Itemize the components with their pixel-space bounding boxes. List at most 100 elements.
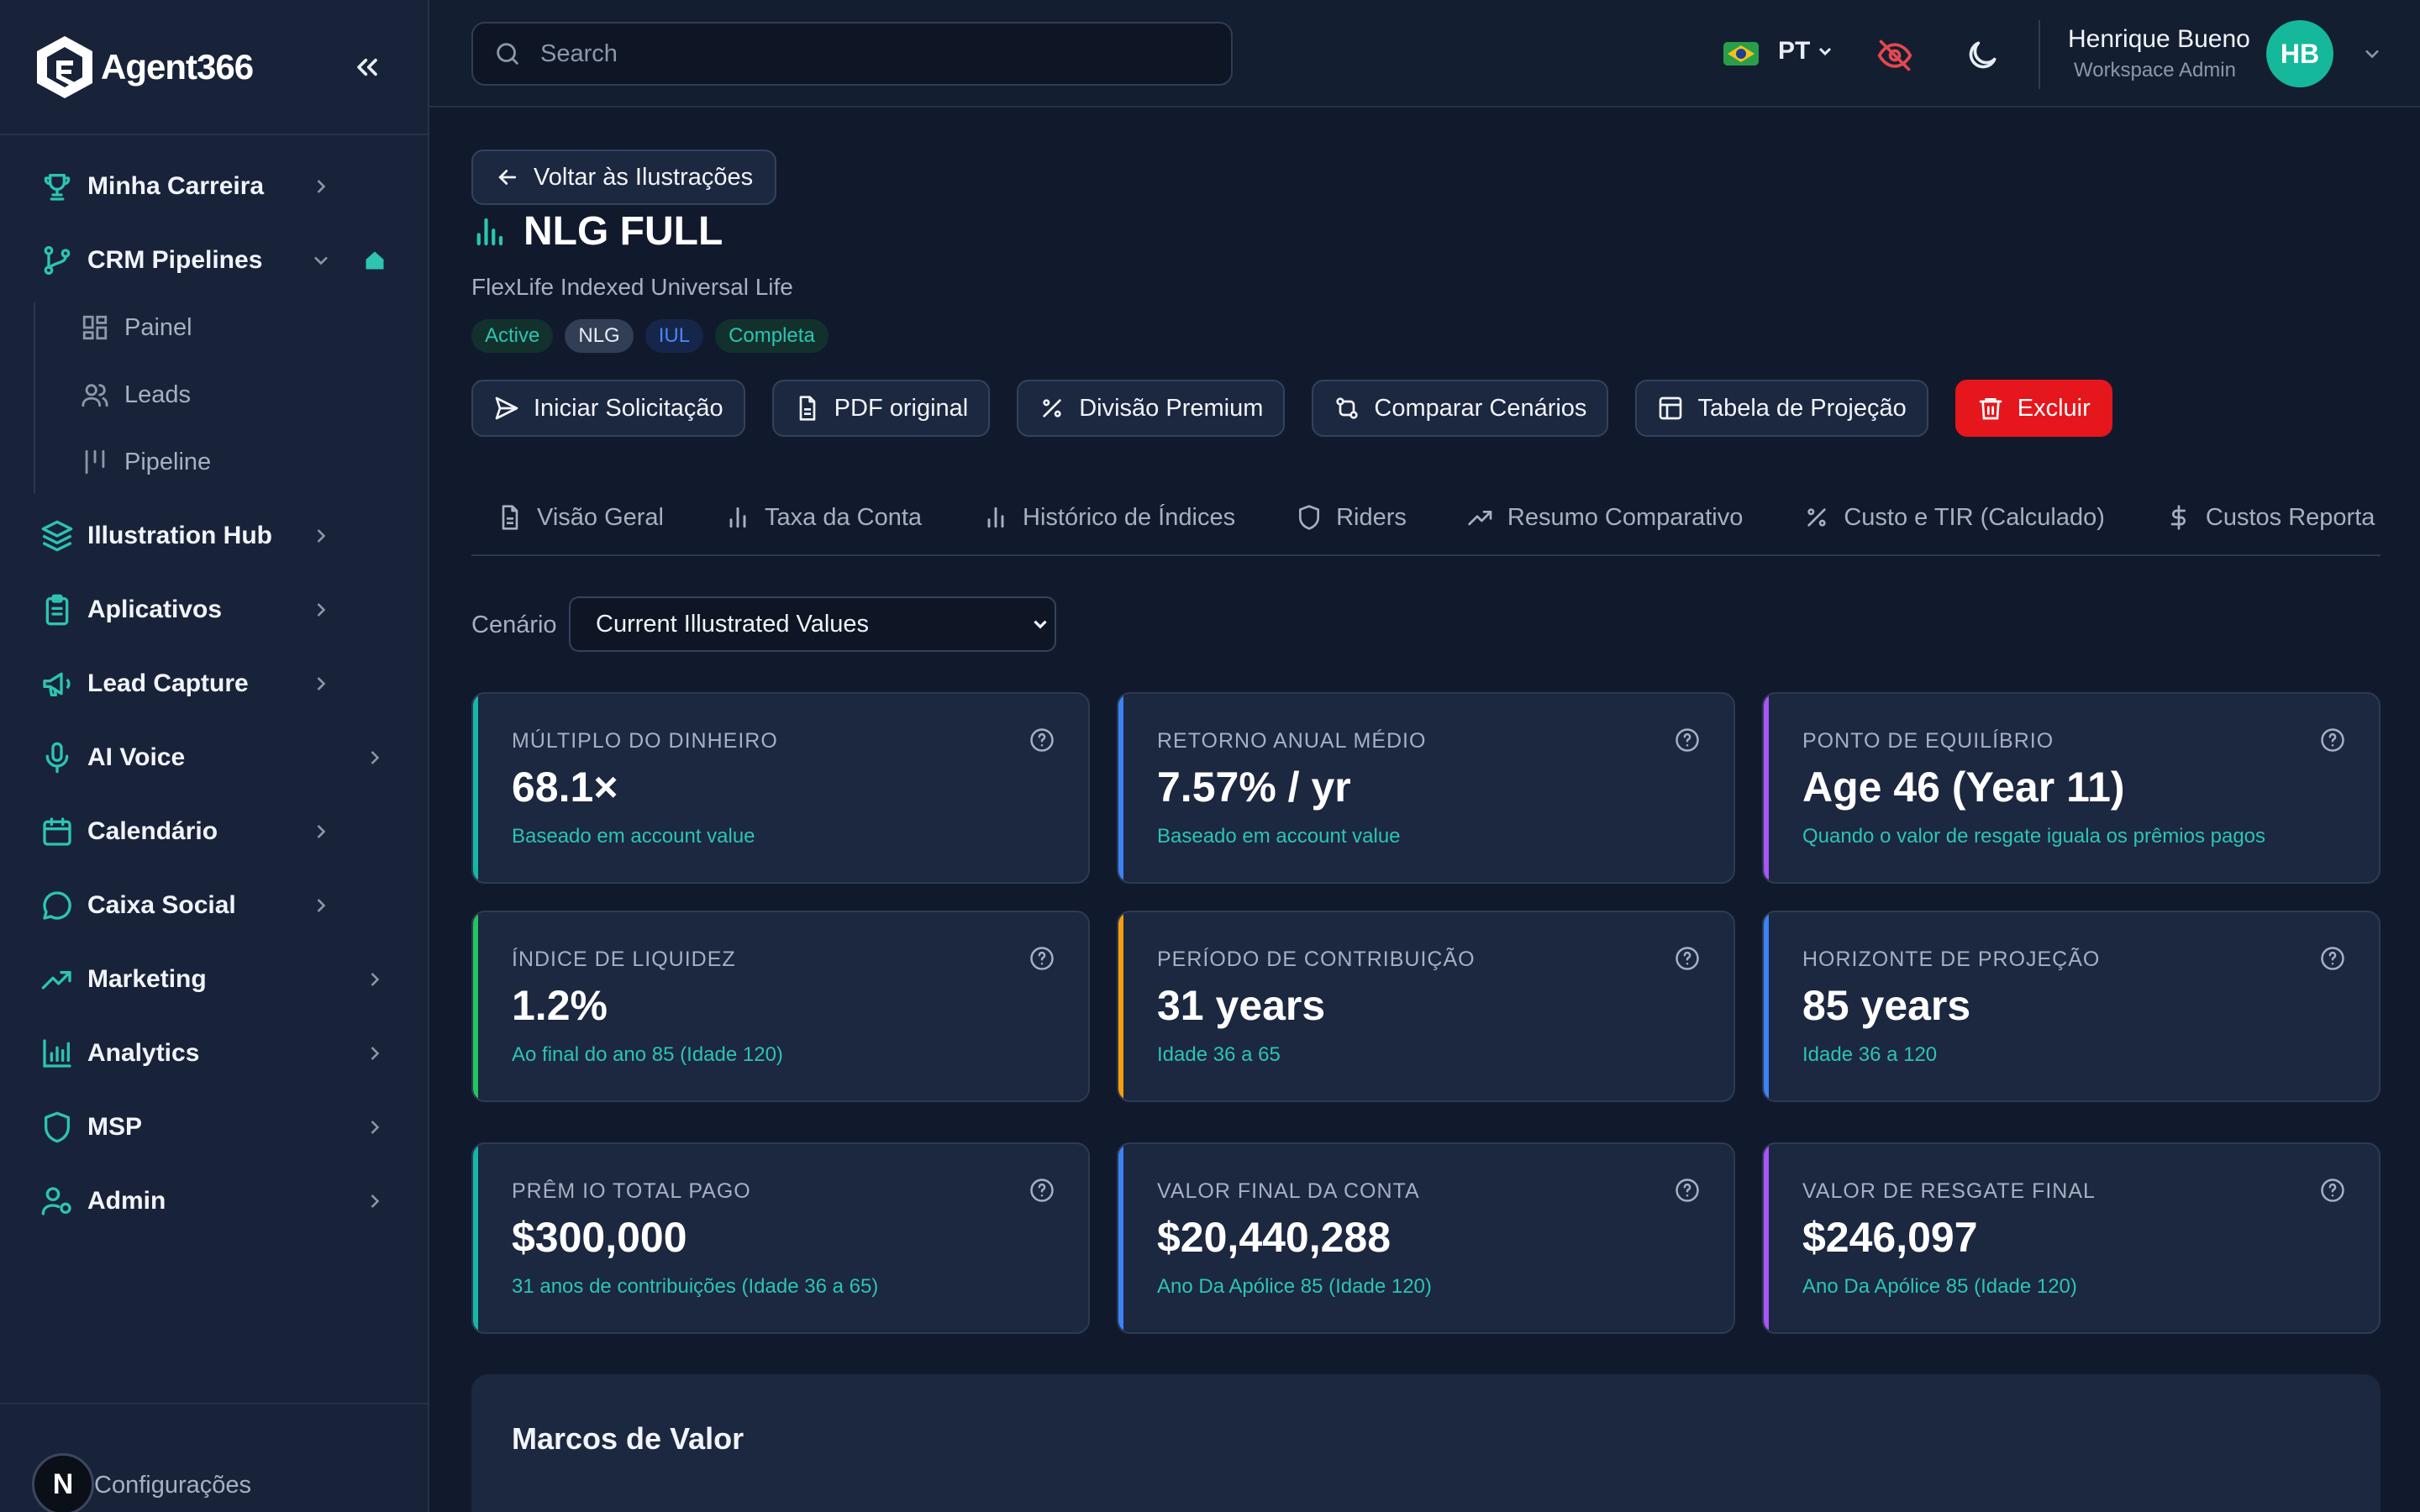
user-avatar[interactable]: HB <box>2266 20 2333 87</box>
tab-bar: Visão Geral Taxa da Conta Histórico de Í… <box>471 479 2381 556</box>
dollar-sign-icon <box>2165 504 2192 531</box>
tab-custo-e-tir[interactable]: Custo e TIR (Calculado) <box>1773 479 2135 554</box>
sidebar-item-label: Caixa Social <box>87 891 236 919</box>
chat-icon <box>40 889 74 922</box>
metric-label: PRÊM IO TOTAL PAGO <box>512 1179 751 1203</box>
topbar: PT Henrique Bueno Workspace Admin HB <box>429 0 2420 108</box>
tab-resumo-comparativo[interactable]: Resumo Comparativo <box>1437 479 1773 554</box>
sidebar-item-illustration-hub[interactable]: Illustration Hub <box>0 506 429 566</box>
sidebar-item-marketing[interactable]: Marketing <box>0 949 429 1010</box>
start-application-button[interactable]: Iniciar Solicitação <box>471 380 745 437</box>
chevron-right-icon <box>309 598 333 622</box>
completion-badge: Completa <box>715 319 829 353</box>
help-circle-icon[interactable] <box>2320 1178 2345 1203</box>
action-label: PDF original <box>834 394 969 422</box>
brand-logo-icon[interactable] <box>34 34 96 101</box>
sidebar-item-msp[interactable]: MSP <box>0 1097 429 1158</box>
back-to-illustrations-button[interactable]: Voltar às Ilustrações <box>471 150 777 205</box>
sidebar-footer: N Configurações <box>0 1403 429 1512</box>
tab-taxa-da-conta[interactable]: Taxa da Conta <box>694 479 952 554</box>
sidebar-subitem-leads[interactable]: Leads <box>81 370 191 420</box>
sidebar-item-ai-voice[interactable]: AI Voice <box>0 727 429 788</box>
tab-label: Riders <box>1336 503 1407 531</box>
sidebar-item-label: Analytics <box>87 1039 200 1067</box>
help-circle-icon[interactable] <box>2320 727 2345 753</box>
metric-value: $20,440,288 <box>1157 1214 1392 1261</box>
search-box[interactable] <box>471 22 1233 86</box>
card-accent-bar <box>1764 1144 1769 1332</box>
sidebar-item-calendario[interactable]: Calendário <box>0 801 429 862</box>
eye-off-icon[interactable] <box>1876 37 1913 74</box>
clipboard-icon <box>40 593 74 627</box>
card-accent-bar <box>1118 912 1123 1100</box>
action-label: Comparar Cenários <box>1374 394 1587 422</box>
card-accent-bar <box>1764 694 1769 882</box>
sidebar-item-analytics[interactable]: Analytics <box>0 1023 429 1084</box>
tab-historico-de-indices[interactable]: Histórico de Índices <box>952 479 1265 554</box>
metric-label: PONTO DE EQUILÍBRIO <box>1802 729 2054 753</box>
file-text-icon <box>794 395 821 422</box>
help-circle-icon[interactable] <box>1029 1178 1055 1203</box>
status-tags: Active NLG IUL Completa <box>471 319 829 353</box>
sidebar-item-label: Calendário <box>87 817 218 845</box>
sidebar-item-aplicativos[interactable]: Aplicativos <box>0 580 429 640</box>
metric-value: 1.2% <box>512 982 608 1029</box>
sidebar-item-label: Lead Capture <box>87 669 249 697</box>
compare-scenarios-button[interactable]: Comparar Cenários <box>1312 380 1609 437</box>
tab-visao-geral[interactable]: Visão Geral <box>471 479 694 554</box>
section-title: Marcos de Valor <box>512 1421 744 1456</box>
tab-custos-reportados[interactable]: Custos Reporta <box>2135 479 2381 554</box>
megaphone-icon <box>40 667 74 701</box>
sidebar-subitem-painel[interactable]: Painel <box>81 302 192 353</box>
kanban-icon <box>81 448 109 476</box>
help-circle-icon[interactable] <box>1675 727 1700 753</box>
help-circle-icon[interactable] <box>1675 1178 1700 1203</box>
delete-button[interactable]: Excluir <box>1954 380 2112 437</box>
chevron-down-icon[interactable] <box>2360 42 2384 66</box>
percent-icon <box>1039 395 1065 422</box>
sidebar-item-admin[interactable]: Admin <box>0 1171 429 1231</box>
metric-value: 85 years <box>1802 982 1971 1029</box>
sidebar-item-label: CRM Pipelines <box>87 246 263 274</box>
scenario-select[interactable]: Current Illustrated Values <box>569 596 1056 652</box>
tab-label: Histórico de Índices <box>1023 503 1236 531</box>
trash-icon <box>1977 395 2004 422</box>
send-icon <box>493 395 520 422</box>
premium-split-button[interactable]: Divisão Premium <box>1017 380 1286 437</box>
sidebar-item-lead-capture[interactable]: Lead Capture <box>0 654 429 714</box>
chevron-right-icon <box>363 968 387 991</box>
metric-label: ÍNDICE DE LIQUIDEZ <box>512 948 736 971</box>
metric-note: Idade 36 a 120 <box>1802 1043 1938 1066</box>
sidebar-item-crm-pipelines[interactable]: CRM Pipelines <box>0 230 429 291</box>
bar-chart-icon <box>724 504 751 531</box>
user-name: Henrique Bueno <box>2068 25 2250 53</box>
sidebar-subitem-pipeline[interactable]: Pipeline <box>81 437 211 487</box>
shield-icon <box>1296 504 1323 531</box>
bar-chart-icon <box>982 504 1009 531</box>
moon-icon[interactable] <box>1964 37 2001 74</box>
original-pdf-button[interactable]: PDF original <box>771 380 991 437</box>
help-circle-icon[interactable] <box>1029 946 1055 971</box>
metric-card: ÍNDICE DE LIQUIDEZ 1.2% Ao final do ano … <box>471 911 1090 1102</box>
language-selector[interactable]: PT <box>1778 37 1835 66</box>
metric-label: VALOR DE RESGATE FINAL <box>1802 1179 2096 1203</box>
settings-link[interactable]: Configurações <box>94 1472 251 1499</box>
tab-riders[interactable]: Riders <box>1265 479 1437 554</box>
help-circle-icon[interactable] <box>2320 946 2345 971</box>
calendar-icon <box>40 815 74 848</box>
search-input[interactable] <box>540 39 1196 68</box>
sidebar-item-caixa-social[interactable]: Caixa Social <box>0 875 429 936</box>
sidebar-item-minha-carreira[interactable]: Minha Carreira <box>0 156 429 217</box>
footer-avatar[interactable]: N <box>32 1453 94 1512</box>
sidebar-item-label: Minha Carreira <box>87 172 265 200</box>
collapse-sidebar-icon[interactable] <box>350 50 384 84</box>
help-circle-icon[interactable] <box>1029 727 1055 753</box>
help-circle-icon[interactable] <box>1675 946 1700 971</box>
grid-icon <box>81 313 109 342</box>
projection-table-button[interactable]: Tabela de Projeção <box>1635 380 1928 437</box>
metric-value: 31 years <box>1157 982 1326 1029</box>
bar-chart-icon <box>40 1037 74 1070</box>
git-branch-icon <box>40 244 74 277</box>
product-badge: IUL <box>644 319 704 353</box>
card-accent-bar <box>473 912 478 1100</box>
